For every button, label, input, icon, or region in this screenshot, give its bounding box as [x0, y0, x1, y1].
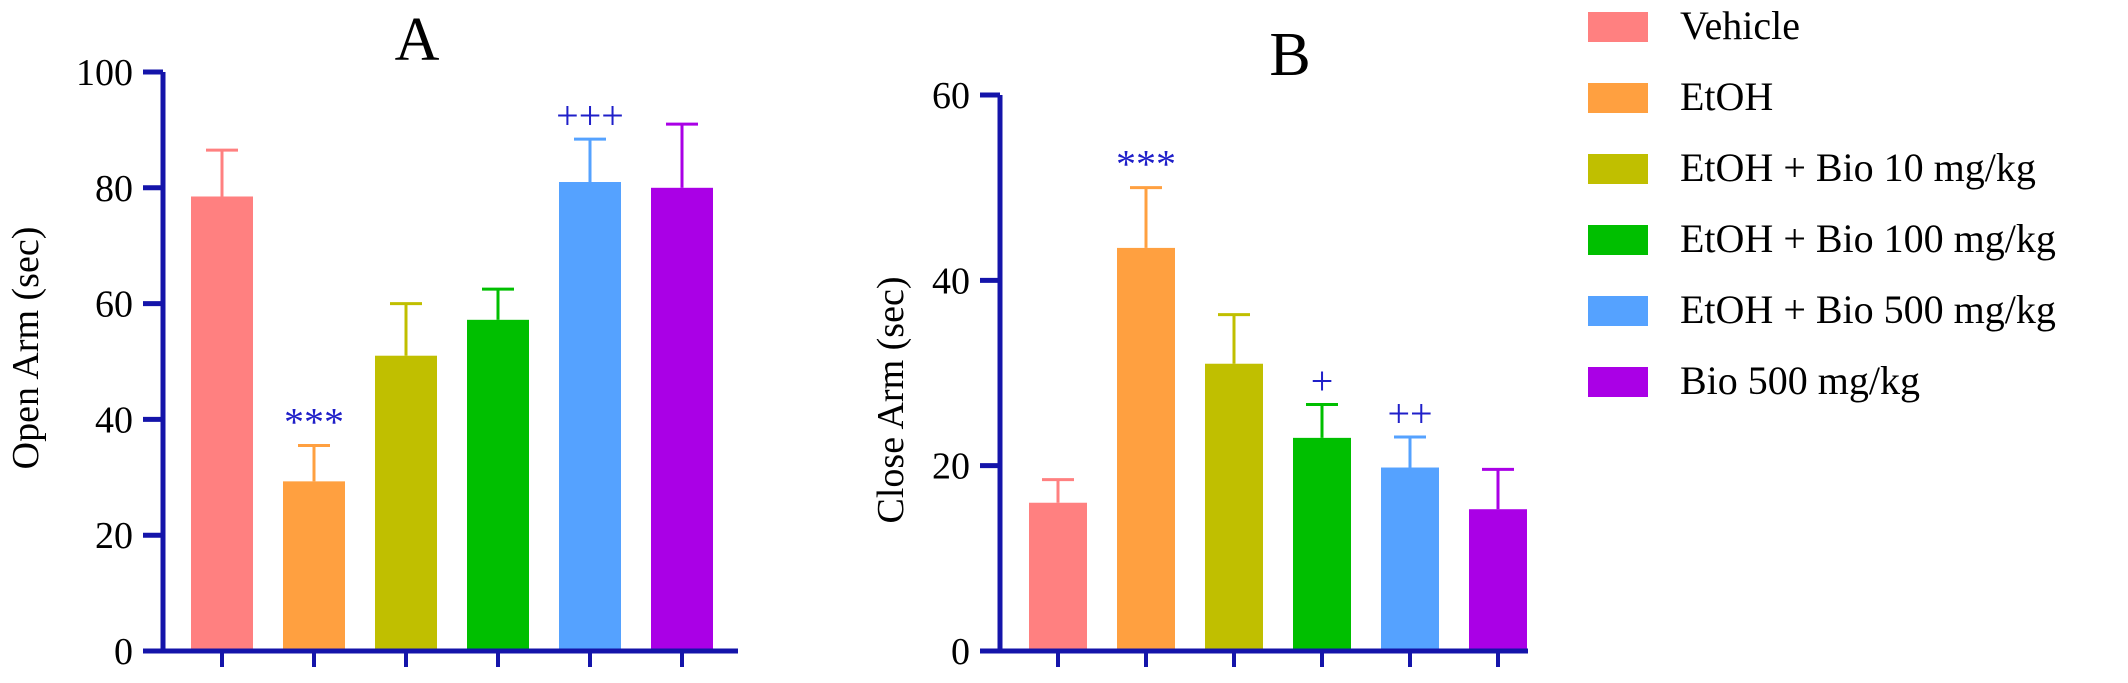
panel-a-significance-label: +++ — [556, 93, 624, 138]
panel-b-significance-label: + — [1311, 359, 1334, 404]
panel-a: A Open Arm (sec) *** +++ 0 20 40 60 80 100 — [5, 6, 738, 673]
legend-label: Vehicle — [1680, 3, 1800, 48]
panel-b-y-tick-label: 40 — [932, 260, 970, 302]
legend-swatch — [1588, 83, 1648, 113]
legend-swatch — [1588, 296, 1648, 326]
panel-a-y-axis-label: Open Arm (sec) — [5, 227, 47, 470]
panel-a-bar — [651, 187, 713, 652]
panel-a-bar — [559, 182, 621, 651]
panel-a-y-tick-label: 20 — [95, 515, 133, 557]
panel-b-significance-label: *** — [1116, 142, 1176, 187]
panel-a-bar — [283, 481, 345, 651]
panel-b-bar — [1029, 502, 1087, 651]
legend-swatch — [1588, 367, 1648, 397]
panel-b-title: B — [1269, 21, 1310, 89]
panel-a-y-tick-label: 40 — [95, 399, 133, 441]
panel-b-bar — [1469, 509, 1527, 651]
panel-a-bar — [191, 196, 253, 652]
panel-b-significance-label: ++ — [1387, 391, 1432, 436]
legend-swatch — [1588, 225, 1648, 255]
legend-swatch — [1588, 154, 1648, 184]
panel-a-y-tick-label: 100 — [76, 52, 133, 94]
panel-a-y-tick-label: 0 — [114, 631, 133, 673]
panel-b-bar — [1381, 467, 1439, 651]
panel-a-bar — [467, 319, 529, 651]
legend-label: EtOH + Bio 100 mg/kg — [1680, 216, 2056, 261]
panel-a-y-tick-label: 60 — [95, 284, 133, 326]
legend-label: EtOH + Bio 10 mg/kg — [1680, 145, 2036, 190]
panel-a-y-tick-label: 80 — [95, 168, 133, 210]
panel-a-plot-area: *** +++ 0 20 40 60 80 100 — [76, 52, 738, 673]
panel-a-title: A — [395, 6, 440, 74]
panel-b-y-tick-label: 20 — [932, 446, 970, 488]
panel-b-bar — [1205, 363, 1263, 651]
legend: Vehicle EtOH EtOH + Bio 10 mg/kg EtOH + Bio… — [1588, 3, 2056, 403]
legend-label: EtOH — [1680, 74, 1773, 119]
legend-label: EtOH + Bio 500 mg/kg — [1680, 287, 2056, 332]
panel-b-bar — [1293, 437, 1351, 651]
panel-a-significance-label: *** — [284, 399, 344, 444]
legend-swatch — [1588, 12, 1648, 42]
panel-b-bar — [1117, 247, 1175, 651]
panel-b-y-tick-label: 60 — [932, 75, 970, 117]
panel-b-y-axis-label: Close Arm (sec) — [870, 277, 912, 524]
panel-b-y-tick-label: 0 — [951, 631, 970, 673]
panel-a-bar — [375, 355, 437, 651]
legend-label: Bio 500 mg/kg — [1680, 358, 1920, 403]
